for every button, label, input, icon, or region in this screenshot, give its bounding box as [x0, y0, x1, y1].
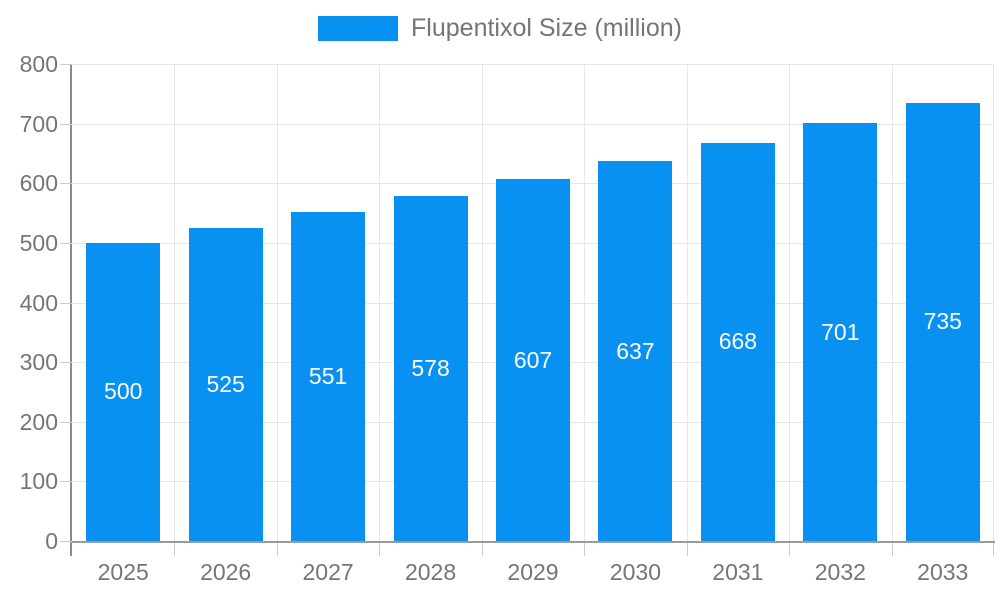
y-tick: [60, 421, 72, 423]
y-axis-label: 0: [45, 528, 58, 554]
x-tick: [584, 543, 585, 556]
y-tick: [60, 481, 72, 483]
y-axis-label: 100: [19, 468, 58, 495]
gridline-v: [993, 64, 994, 541]
gridline-v: [584, 64, 585, 541]
bar-value-label: 668: [718, 328, 758, 355]
y-axis-line: [70, 64, 72, 556]
y-axis-label: 700: [19, 110, 58, 137]
y-axis-label: 200: [19, 408, 58, 435]
bar[interactable]: 551: [291, 212, 366, 541]
x-tick: [379, 543, 380, 556]
x-axis-label: 2027: [302, 559, 354, 585]
x-axis-label: 2026: [200, 559, 252, 585]
y-axis-label: 300: [19, 349, 58, 376]
y-tick: [60, 64, 72, 65]
gridline-v: [789, 64, 790, 541]
y-tick: [60, 183, 72, 185]
x-tick: [789, 543, 790, 556]
bar-value-label: 701: [821, 318, 860, 345]
gridline-v: [174, 64, 175, 541]
y-axis-label: 500: [19, 229, 58, 256]
y-tick: [60, 242, 72, 244]
bar-value-label: 551: [308, 363, 348, 390]
bar-value-label: 735: [923, 308, 962, 335]
bar-value-label: 607: [513, 346, 553, 373]
plot-area: 500 525 551 578 607 637 668 701 735: [72, 64, 994, 541]
x-axis-label: 2028: [404, 559, 457, 585]
bar-value-label: 500: [104, 378, 143, 405]
x-tick: [687, 543, 688, 556]
gridline-v: [892, 64, 893, 541]
bar-value-label: 525: [206, 370, 245, 397]
gridline-h: [72, 64, 994, 65]
bar[interactable]: 500: [86, 242, 161, 541]
legend-item[interactable]: Flupentixol Size (million): [318, 16, 682, 41]
x-axis-label: 2025: [97, 559, 149, 585]
bar[interactable]: 701: [803, 123, 878, 541]
y-tick: [60, 362, 72, 364]
x-tick: [482, 543, 483, 556]
y-axis-label: 800: [19, 51, 58, 77]
y-axis-label: 400: [19, 289, 58, 316]
bar[interactable]: 607: [496, 179, 570, 541]
gridline-v: [379, 64, 380, 541]
x-tick: [892, 543, 893, 556]
bar[interactable]: 525: [188, 227, 263, 541]
bar-value-label: 637: [616, 337, 655, 364]
x-axis-label: 2033: [917, 559, 969, 585]
bar[interactable]: 637: [598, 161, 673, 541]
x-axis-label: 2029: [507, 559, 559, 585]
y-tick: [60, 302, 72, 304]
gridline-v: [277, 64, 278, 541]
x-axis-line: [70, 541, 995, 543]
x-tick: [174, 543, 175, 556]
gridline-h: [72, 123, 994, 125]
gridline-v: [687, 64, 688, 541]
x-axis-label: 2030: [609, 559, 662, 585]
x-axis-label: 2031: [712, 559, 764, 585]
y-tick: [60, 541, 72, 542]
legend-label: Flupentixol Size (million): [411, 14, 682, 42]
bar[interactable]: 578: [393, 196, 468, 541]
x-tick: [993, 543, 994, 556]
bar[interactable]: 668: [700, 142, 775, 541]
x-tick: [277, 543, 278, 556]
y-tick: [60, 123, 72, 125]
bar[interactable]: 735: [905, 102, 980, 541]
legend-swatch: [318, 16, 399, 41]
y-axis-label: 600: [19, 170, 58, 197]
gridline-v: [482, 64, 483, 541]
x-axis-label: 2032: [814, 559, 866, 585]
bar-value-label: 578: [411, 355, 450, 382]
legend: Flupentixol Size (million): [0, 16, 1000, 41]
